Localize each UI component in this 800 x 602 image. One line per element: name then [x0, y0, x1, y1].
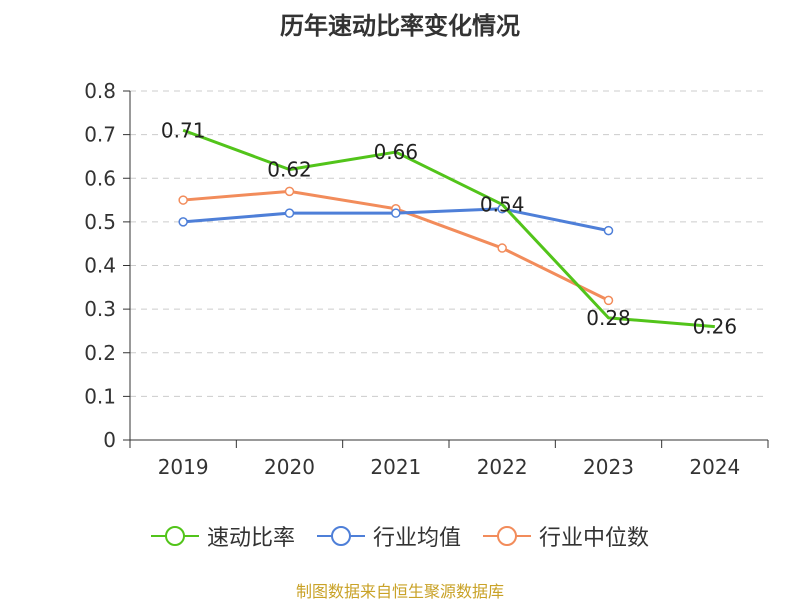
x-tick-label: 2022	[477, 455, 528, 479]
legend-label-quick-ratio: 速动比率	[206, 526, 295, 551]
x-tick-label: 2020	[264, 455, 315, 479]
source-note: 制图数据来自恒生聚源数据库	[295, 582, 504, 601]
series-point-2	[178, 195, 188, 205]
series-point-1	[178, 217, 188, 227]
y-tick-label: 0.5	[84, 210, 116, 234]
series-point-1	[391, 208, 401, 218]
series-point-2	[497, 243, 507, 253]
legend-label-industry-median: 行业中位数	[539, 526, 650, 551]
legend-item-industry-mean[interactable]: 行业均值	[316, 520, 461, 552]
y-tick-label: 0.8	[84, 79, 116, 103]
data-label: 0.62	[267, 158, 312, 182]
legend-marker-industry-mean	[316, 526, 365, 546]
legend-item-quick-ratio[interactable]: 速动比率	[150, 520, 295, 552]
legend: 速动比率 行业均值 行业中位数	[0, 520, 800, 552]
data-label: 0.66	[374, 140, 419, 164]
chart-title: 历年速动比率变化情况	[280, 12, 520, 40]
data-label: 0.26	[693, 315, 738, 339]
legend-marker-quick-ratio	[150, 526, 199, 546]
y-tick-label: 0.2	[84, 341, 116, 365]
x-tick-label: 2019	[158, 455, 209, 479]
y-tick-label: 0	[103, 428, 116, 452]
x-tick-label: 2024	[689, 455, 740, 479]
data-label: 0.28	[586, 306, 631, 330]
y-tick-label: 0.6	[84, 166, 116, 190]
x-tick-label: 2021	[370, 455, 421, 479]
series-point-2	[284, 186, 295, 197]
data-label: 0.71	[161, 118, 206, 142]
x-tick-label: 2023	[583, 455, 634, 479]
series-point-2	[603, 295, 614, 306]
y-tick-label: 0.3	[84, 297, 116, 321]
y-tick-label: 0.4	[84, 254, 116, 278]
legend-marker-industry-median	[483, 526, 531, 546]
legend-item-industry-median[interactable]: 行业中位数	[483, 520, 649, 552]
data-label: 0.54	[480, 192, 525, 216]
y-tick-label: 0.1	[84, 384, 116, 408]
series-point-1	[603, 225, 614, 236]
y-tick-label: 0.7	[84, 123, 116, 147]
legend-label-industry-mean: 行业均值	[372, 526, 461, 551]
series-point-1	[284, 208, 295, 218]
series-line-0	[182, 128, 715, 329]
